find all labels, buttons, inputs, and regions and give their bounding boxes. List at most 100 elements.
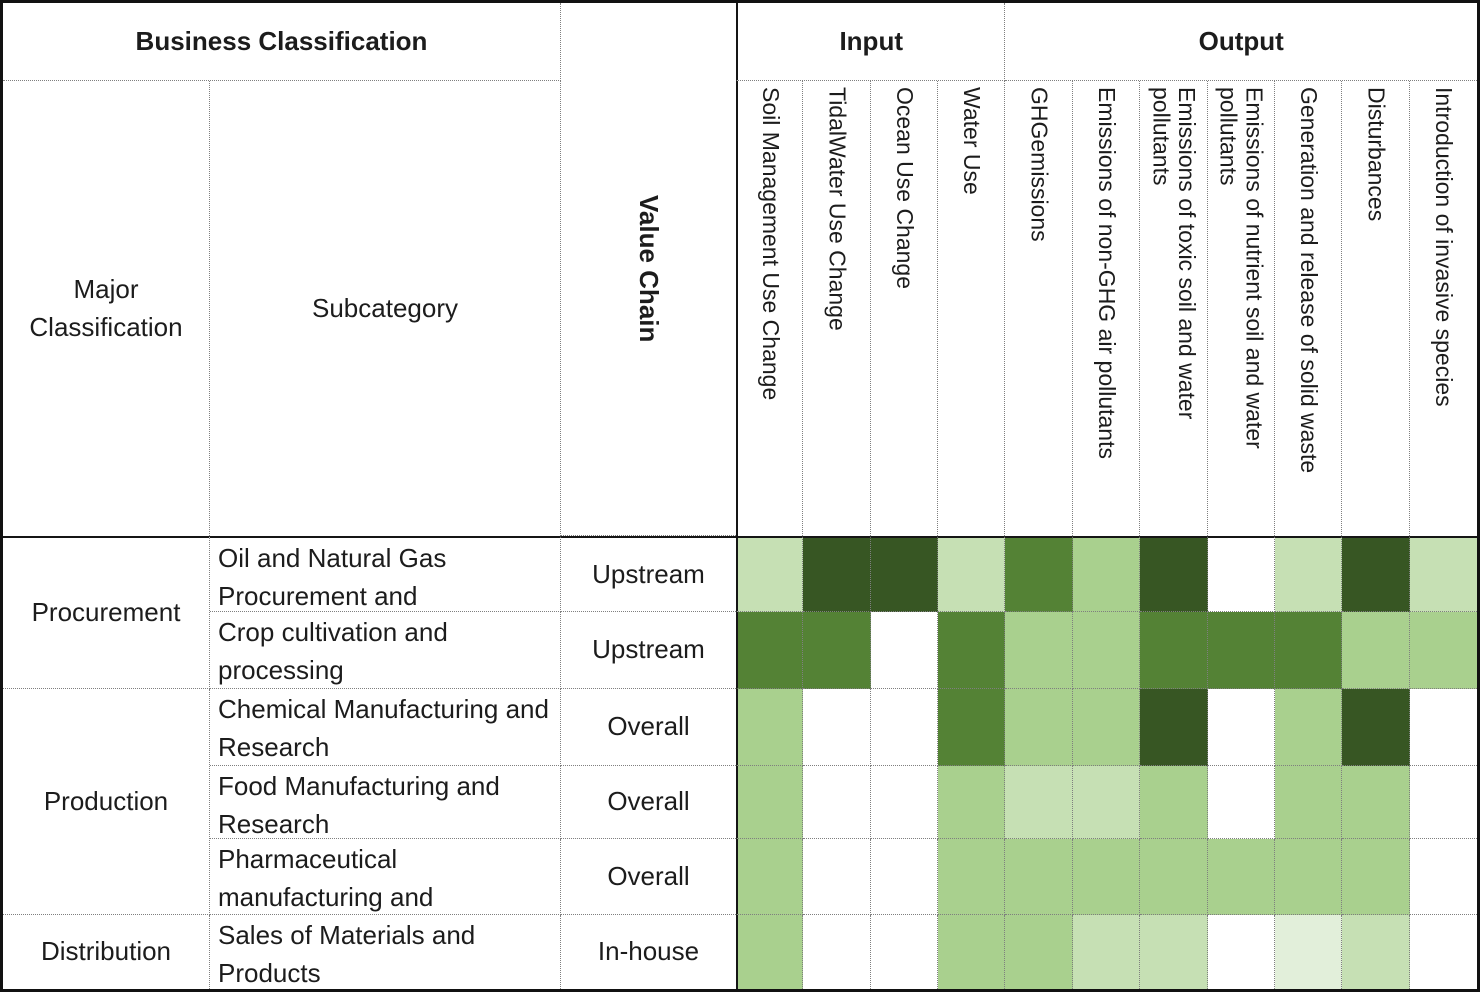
heat-cell [736,536,804,612]
subcategory-cell-label: Pharmaceutical manufacturing and [218,844,434,912]
heat-cell [1072,612,1141,689]
subcategory-cell-label: Chemical Manufacturing and Research [218,694,549,762]
heat-cell [1342,915,1410,989]
major-classification-header: Major Classification [3,81,210,536]
value-chain-cell: In-house [561,915,736,989]
value-chain-header-label: Value Chain [634,195,665,343]
heat-cell [1072,766,1141,839]
value-chain-header: Value Chain [561,3,736,536]
value-chain-cell: Upstream [561,536,736,612]
column-header-label: Emissions of non-GHG air pollutants [1093,87,1120,459]
column-header-invasive-species: Introduction of invasive species [1409,81,1477,536]
heat-cell [803,612,871,689]
heat-cell [1274,915,1343,989]
heat-cell [1005,766,1073,839]
column-header-label: GHGemissions [1026,87,1053,242]
heat-cell [1140,689,1208,766]
subcategory-header-label: Subcategory [312,292,458,323]
column-header-disturbances: Disturbances [1342,81,1410,536]
heat-cell [1005,612,1073,689]
heat-cell [803,536,871,612]
heat-cell [1342,689,1410,766]
subcategory-header: Subcategory [210,81,561,536]
subcategory-cell: Sales of Materials and Products [210,915,561,989]
heat-cell [1274,612,1343,689]
heat-cell [870,536,939,612]
column-header-non-ghg-air-pollutants: Emissions of non-GHG air pollutants [1072,81,1141,536]
heat-cell [803,689,871,766]
column-header-nutrient-soil-water-pollutants: Emissions of nutrient soil and water pol… [1207,81,1275,536]
heat-cell [1005,915,1073,989]
column-header-solid-waste: Generation and release of solid waste [1274,81,1343,536]
heat-cell [803,915,871,989]
row-group-label-production: Production [3,689,210,915]
subcategory-cell: Chemical Manufacturing and Research [210,689,561,766]
heat-cell [938,915,1006,989]
heat-cell [1005,839,1073,915]
heat-cell [1207,689,1275,766]
heat-cell [1207,915,1275,989]
heat-cell [870,915,939,989]
heat-cell [1342,536,1410,612]
heat-cell [1140,766,1208,839]
subcategory-cell: Food Manufacturing and Research [210,766,561,839]
heat-cell [1409,536,1477,612]
column-header-label: Emissions of nutrient soil and water pol… [1215,87,1268,449]
heat-cell [1072,915,1141,989]
subcategory-cell-label: Oil and Natural Gas Procurement and [218,543,447,611]
column-header-label: Introduction of invasive species [1431,87,1458,407]
heat-cell [1409,689,1477,766]
subcategory-cell: Pharmaceutical manufacturing and [210,839,561,915]
row-group-label-procurement: Procurement [3,536,210,689]
column-header-label: Ocean Use Change [891,87,918,290]
major-classification-header-label: Major Classification [29,273,183,342]
subcategory-cell-label: Food Manufacturing and Research [218,771,500,839]
heat-cell [1140,612,1208,689]
subcategory-cell-label: Sales of Materials and Products [218,920,476,988]
column-header-label: Generation and release of solid waste [1295,87,1322,474]
subcategory-cell-label: Crop cultivation and processing [218,617,448,685]
value-chain-cell-label: Overall [607,711,690,742]
heat-cell [1207,766,1275,839]
value-chain-cell-label: In-house [597,936,700,967]
heat-cell [736,612,804,689]
row-group-label-production-label: Production [43,785,169,816]
heat-cell [1274,839,1343,915]
value-chain-cell: Overall [561,689,736,766]
heat-cell [1005,536,1073,612]
heat-cell [1342,612,1410,689]
value-chain-cell: Overall [561,766,736,839]
business-classification-header: Business Classification [3,3,561,81]
column-header-label: TidalWater Use Change [824,87,851,331]
heat-cell [1207,536,1275,612]
row-group-label-distribution-label: Distribution [40,936,172,967]
subcategory-cell: Crop cultivation and processing [210,612,561,689]
heat-cell [1409,766,1477,839]
heat-cell [736,839,804,915]
heat-cell [1140,915,1208,989]
column-header-label: Soil Management Use Change [758,87,785,401]
heat-cell [736,766,804,839]
heat-cell [938,689,1006,766]
heat-cell [1409,612,1477,689]
heat-cell [1072,839,1141,915]
heat-cell [1072,689,1141,766]
value-chain-cell: Upstream [561,612,736,689]
heat-cell [736,689,804,766]
heat-cell [938,766,1006,839]
column-header-label: Water Use [959,87,986,195]
row-group-label-distribution: Distribution [3,915,210,989]
value-chain-cell-label: Upstream [592,558,705,589]
heat-cell [1005,689,1073,766]
heat-cell [1409,915,1477,989]
heat-cell [1409,839,1477,915]
heat-cell [1207,839,1275,915]
heat-cell [1274,766,1343,839]
heat-cell [938,612,1006,689]
column-header-toxic-soil-water-pollutants: Emissions of toxic soil and water pollut… [1140,81,1208,536]
heat-cell [938,536,1006,612]
value-chain-cell: Overall [561,839,736,915]
subcategory-cell: Oil and Natural Gas Procurement and [210,536,561,612]
heat-cell [870,612,939,689]
